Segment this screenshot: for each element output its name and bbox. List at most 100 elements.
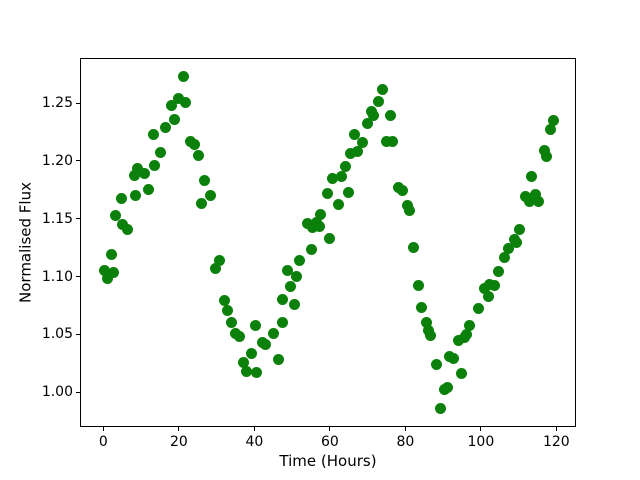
data-point	[188, 139, 200, 151]
data-point	[482, 290, 494, 302]
data-point	[377, 83, 389, 95]
plot-area	[80, 58, 576, 427]
data-point	[214, 254, 226, 266]
data-point	[314, 221, 326, 233]
y-tick	[76, 218, 80, 220]
x-tick	[102, 427, 104, 431]
data-point	[342, 186, 354, 198]
data-point	[221, 304, 233, 316]
data-point	[321, 187, 333, 199]
data-point	[149, 159, 161, 171]
data-point	[107, 267, 119, 279]
data-point	[250, 319, 262, 331]
data-point	[460, 328, 472, 340]
x-tick-label: 20	[169, 434, 188, 450]
data-point	[361, 118, 373, 130]
data-point	[305, 244, 317, 256]
data-point	[314, 208, 326, 220]
x-tick	[555, 427, 557, 431]
data-point	[169, 113, 181, 125]
data-point	[544, 124, 556, 136]
x-tick	[404, 427, 406, 431]
data-point	[109, 209, 121, 221]
data-point	[282, 265, 294, 277]
data-point	[425, 329, 437, 341]
data-point	[148, 128, 160, 140]
data-point	[540, 150, 552, 162]
data-point	[525, 171, 537, 183]
data-point	[143, 184, 155, 196]
y-axis-label: Normalised Flux	[16, 182, 35, 303]
data-point	[160, 121, 172, 133]
data-point	[106, 248, 118, 260]
data-point	[204, 189, 216, 201]
data-point	[323, 232, 335, 244]
x-tick	[480, 427, 482, 431]
data-point	[276, 317, 288, 329]
data-point	[132, 163, 144, 175]
data-point	[102, 273, 114, 285]
data-point	[420, 317, 432, 329]
data-point	[284, 281, 296, 293]
data-point	[489, 280, 501, 292]
data-point	[386, 135, 398, 147]
data-point	[529, 188, 541, 200]
y-tick-label: 1.20	[41, 152, 73, 169]
data-point	[291, 270, 303, 282]
y-tick-label: 1.00	[41, 384, 73, 401]
y-tick	[76, 102, 80, 104]
data-point	[138, 168, 150, 180]
data-point	[154, 147, 166, 159]
data-point	[434, 402, 446, 414]
data-point	[234, 331, 246, 343]
data-point	[448, 353, 460, 365]
data-point	[260, 339, 272, 351]
data-point	[336, 171, 348, 183]
data-point	[404, 205, 416, 217]
x-tick-label: 40	[245, 434, 264, 450]
data-point	[473, 303, 485, 315]
x-tick-label: 120	[542, 434, 570, 450]
y-tick	[76, 160, 80, 162]
x-tick	[253, 427, 255, 431]
data-point	[199, 174, 211, 186]
data-point	[548, 114, 560, 126]
y-tick	[76, 333, 80, 335]
data-point	[272, 354, 284, 366]
data-point	[128, 170, 140, 182]
x-axis-label: Time (Hours)	[279, 452, 377, 470]
data-point	[115, 193, 127, 205]
data-point	[356, 136, 368, 148]
data-point	[195, 198, 207, 210]
x-tick	[178, 427, 180, 431]
data-point	[172, 92, 184, 104]
data-point	[532, 195, 544, 207]
data-point	[514, 223, 526, 235]
data-point	[492, 266, 504, 278]
y-tick-label: 1.15	[41, 210, 73, 227]
data-point	[166, 99, 178, 111]
data-point	[332, 199, 344, 211]
data-point	[129, 189, 141, 201]
data-point	[372, 96, 384, 108]
data-point	[349, 128, 361, 140]
data-point	[384, 110, 396, 122]
y-tick-label: 1.10	[41, 268, 73, 285]
data-point	[327, 172, 339, 184]
data-point	[416, 302, 428, 314]
data-point	[177, 70, 189, 82]
x-tick	[329, 427, 331, 431]
y-tick	[76, 276, 80, 278]
y-tick-label: 1.05	[41, 326, 73, 343]
data-point	[268, 327, 279, 339]
data-point	[306, 222, 318, 234]
data-point	[294, 254, 306, 266]
x-tick-label: 100	[467, 434, 495, 450]
x-tick-label: 0	[98, 434, 108, 450]
data-point	[539, 144, 551, 156]
data-point	[345, 148, 357, 160]
data-point	[251, 366, 263, 378]
data-point	[368, 110, 380, 122]
data-point	[452, 334, 464, 346]
